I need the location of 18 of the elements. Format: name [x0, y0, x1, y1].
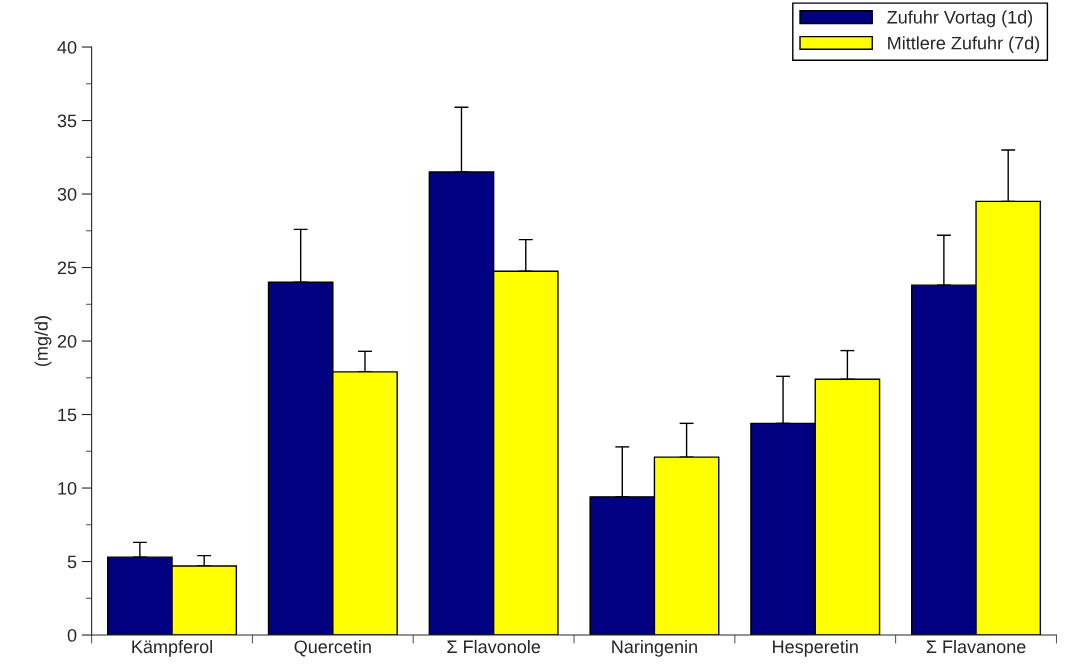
x-tick-label: Σ Flavonole — [447, 639, 541, 654]
y-tick-label: 20 — [57, 334, 77, 348]
y-tick-label: 15 — [58, 408, 77, 422]
y-tick-label: 0 — [67, 628, 77, 642]
y-tick-label: 30 — [57, 187, 77, 201]
y-axis-title: (mg/d) — [34, 316, 52, 366]
legend-label: Zufuhr Vortag (1d) — [887, 10, 1033, 28]
x-tick-label: Kämpferol — [132, 639, 212, 657]
y-tick-label: 5 — [67, 555, 77, 569]
x-tick-label: Hesperetin — [773, 639, 858, 657]
y-tick-label: 35 — [57, 114, 77, 128]
y-tick-label: 25 — [57, 261, 77, 275]
legend-label: Mittlere Zufuhr (7d) — [888, 36, 1040, 54]
x-tick-label: Σ Flavanone — [926, 639, 1026, 654]
x-tick-label: Quercetin — [294, 639, 371, 657]
y-tick-label: 40 — [57, 40, 77, 54]
y-tick-label: 10 — [58, 481, 77, 495]
x-tick-label: Naringenin — [612, 639, 697, 657]
